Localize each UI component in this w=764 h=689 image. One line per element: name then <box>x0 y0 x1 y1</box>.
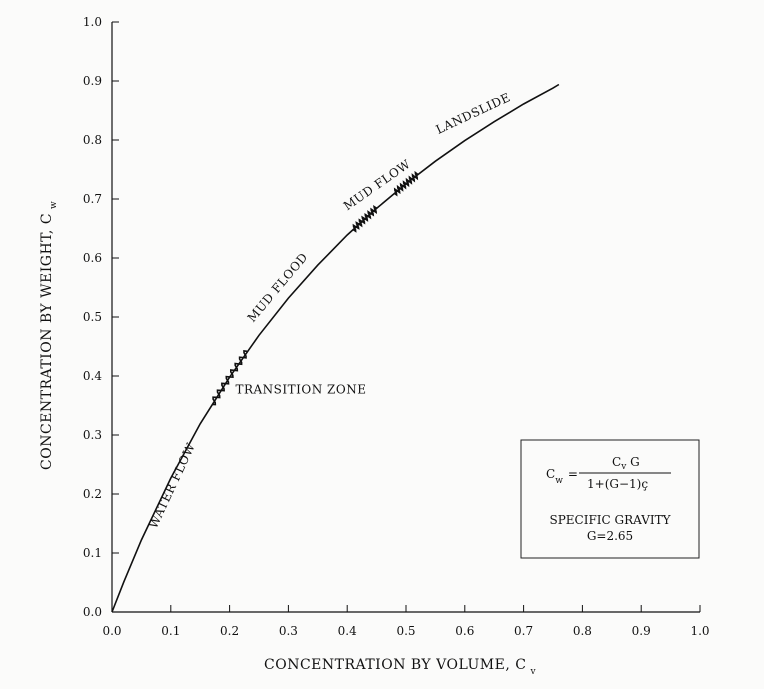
specific-gravity-value: G=2.65 <box>587 529 633 543</box>
x-tick-label: 0.6 <box>455 624 474 638</box>
y-tick-label: 0.6 <box>83 251 102 265</box>
y-tick-label: 0.2 <box>83 487 102 501</box>
x-tick-label: 0.0 <box>102 624 121 638</box>
y-tick-label: 0.4 <box>83 369 102 383</box>
specific-gravity-label: SPECIFIC GRAVITY <box>549 513 671 527</box>
x-tick-label: 0.4 <box>338 624 357 638</box>
formula-denominator: 1+(G−1)ç <box>587 477 648 491</box>
y-tick-label: 0.3 <box>83 428 102 442</box>
x-tick-label: 0.9 <box>632 624 651 638</box>
x-tick-label: 0.1 <box>161 624 180 638</box>
transition-bands <box>211 170 419 406</box>
legend-frame <box>520 439 700 559</box>
legend-box: Cw = Cv G 1+(G−1)ç SPECIFIC GRAVITY G=2.6… <box>520 439 700 559</box>
y-tick-label: 0.9 <box>83 74 102 88</box>
y-tick-label: 0.5 <box>83 310 102 324</box>
x-tick-label: 1.0 <box>690 624 709 638</box>
y-tick-label: 0.7 <box>83 192 102 206</box>
x-tick-label: 0.2 <box>220 624 239 638</box>
region-label-landslide: LANDSLIDE <box>434 90 513 137</box>
x-axis-ticks: 0.0 0.1 0.2 0.3 0.4 0.5 0.6 0.7 0.8 0.9 1.0 <box>102 605 710 638</box>
transition-band-mark <box>393 170 419 197</box>
region-label-transition: TRANSITION ZONE <box>235 383 366 397</box>
y-tick-label: 0.0 <box>83 605 102 619</box>
y-axis-title: CONCENTRATION BY WEIGHT, Cw <box>39 201 59 470</box>
y-axis-ticks: 0.0 0.1 0.2 0.3 0.4 0.5 0.6 0.7 0.8 0.9 1.0 <box>83 15 119 619</box>
y-tick-label: 0.8 <box>83 133 102 147</box>
transition-band-mark <box>352 204 378 233</box>
y-tick-label: 0.1 <box>83 546 102 560</box>
series-line <box>111 83 560 613</box>
x-tick-label: 0.5 <box>396 624 415 638</box>
y-tick-label: 1.0 <box>83 15 102 29</box>
formula-numerator: Cv G <box>612 455 640 472</box>
region-label-mudflood: MUD FLOOD <box>245 250 311 325</box>
x-tick-label: 0.8 <box>573 624 592 638</box>
x-tick-label: 0.7 <box>514 624 533 638</box>
formula-lhs: Cw = <box>546 467 578 486</box>
x-tick-label: 0.3 <box>279 624 298 638</box>
region-label-water: WATER FLOW <box>146 440 198 530</box>
transition-band-mark <box>211 349 248 406</box>
